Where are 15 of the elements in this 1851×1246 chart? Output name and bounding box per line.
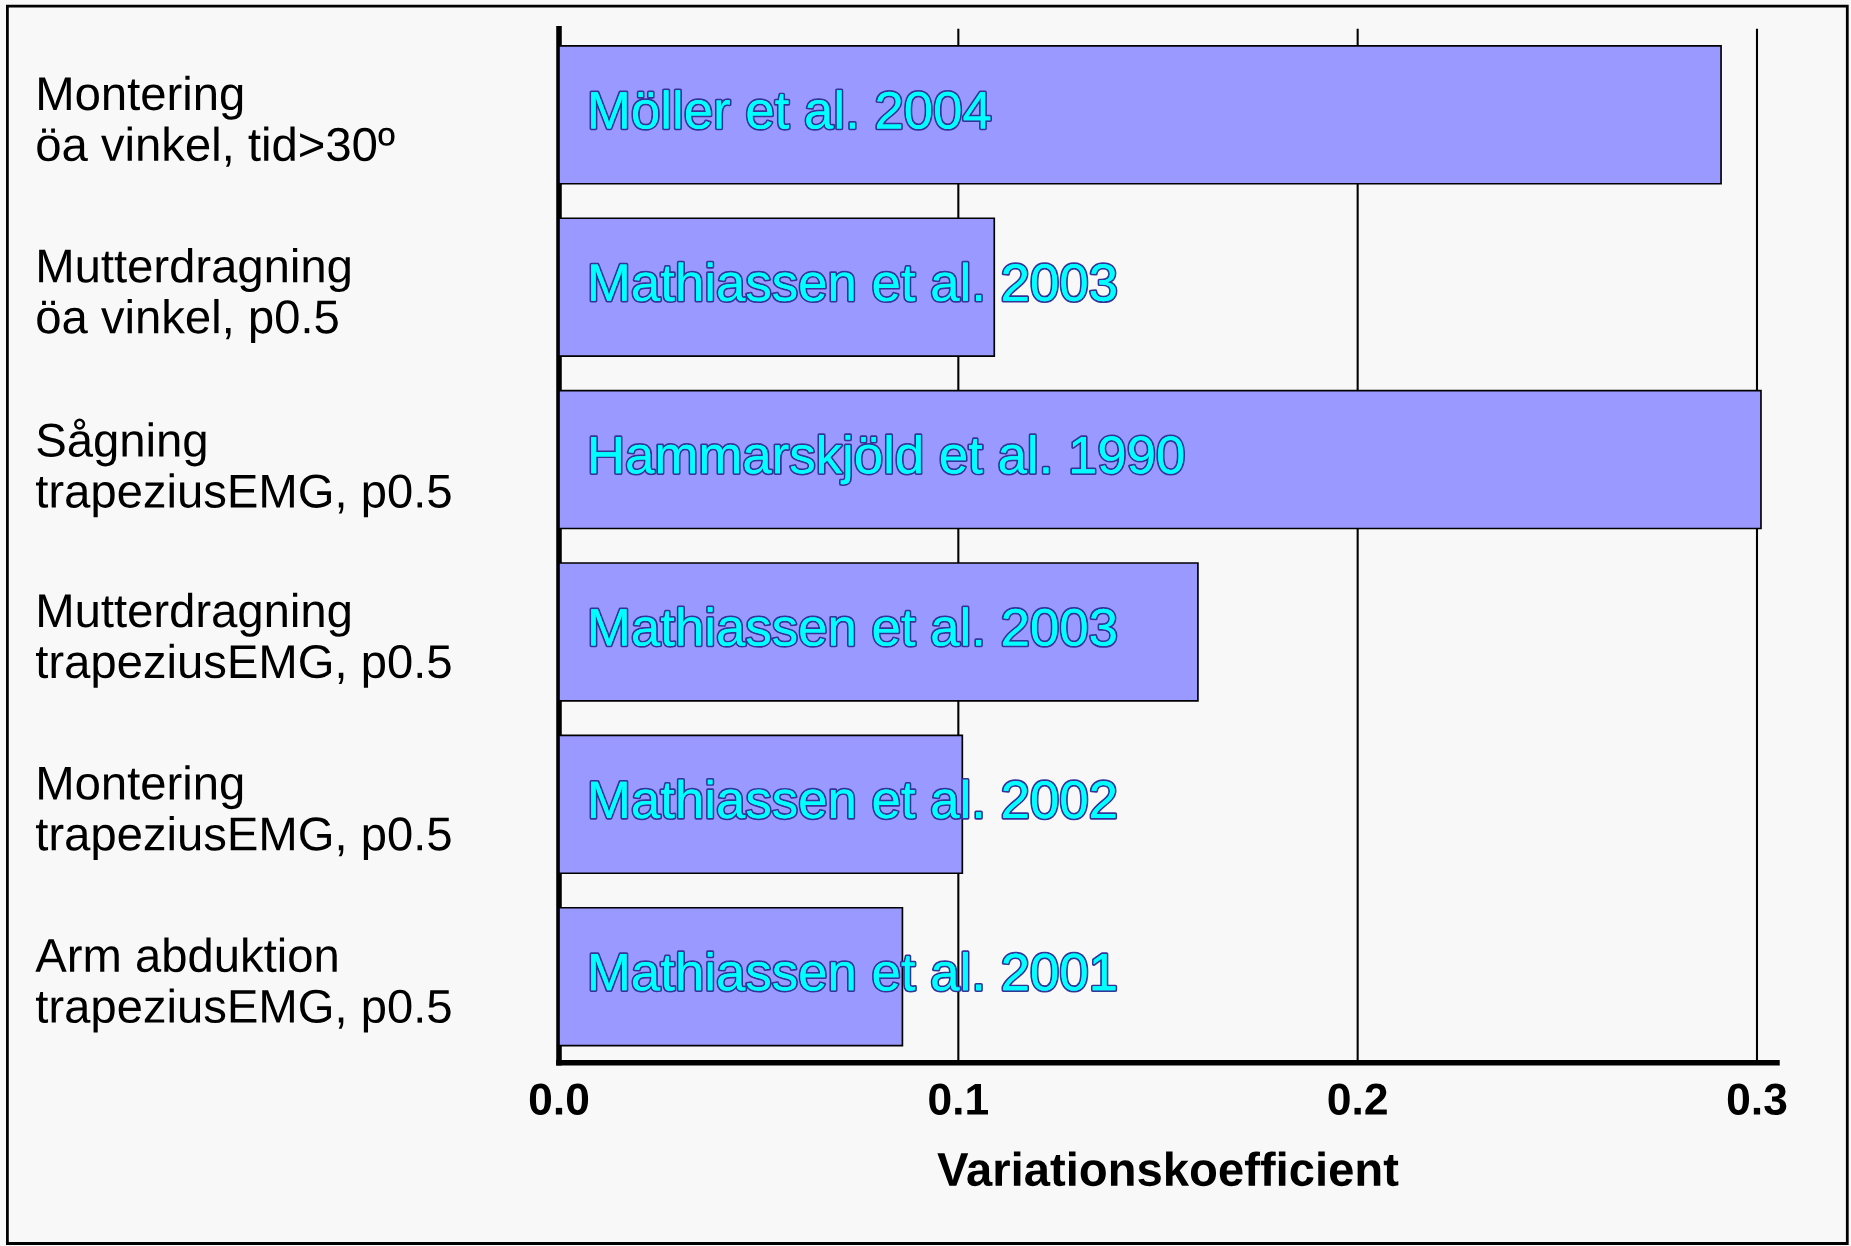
y-tick-label: Arm abduktion trapeziusEMG, p0.5 xyxy=(35,937,451,1033)
y-tick-label: Mutterdragning öa vinkel, p0.5 xyxy=(37,248,350,343)
x-axis-title: Variationskoefficient xyxy=(937,1151,1399,1187)
annotation: Mathiassen et al. 2003 xyxy=(591,607,1116,647)
x-tick-label: 0.1 xyxy=(929,1083,988,1115)
x-tick-label: 0.2 xyxy=(1328,1083,1387,1115)
x-tick-label: 0.3 xyxy=(1727,1083,1787,1115)
annotation: Mathiassen et al. 2003 xyxy=(591,262,1116,302)
y-tick-label: Sågning trapeziusEMG, p0.5 xyxy=(36,418,451,518)
annotation: Hammarskjöld et al. 1990 xyxy=(591,434,1184,485)
y-tick-label: Mutterdragning trapeziusEMG, p0.5 xyxy=(36,592,451,688)
annotation: Möller et al. 2004 xyxy=(591,90,991,130)
x-tick-label: 0.0 xyxy=(529,1083,589,1115)
y-tick-label: Montering öa vinkel, tid>30º xyxy=(37,75,395,167)
y-tick-label: Montering trapeziusEMG, p0.5 xyxy=(36,765,451,861)
